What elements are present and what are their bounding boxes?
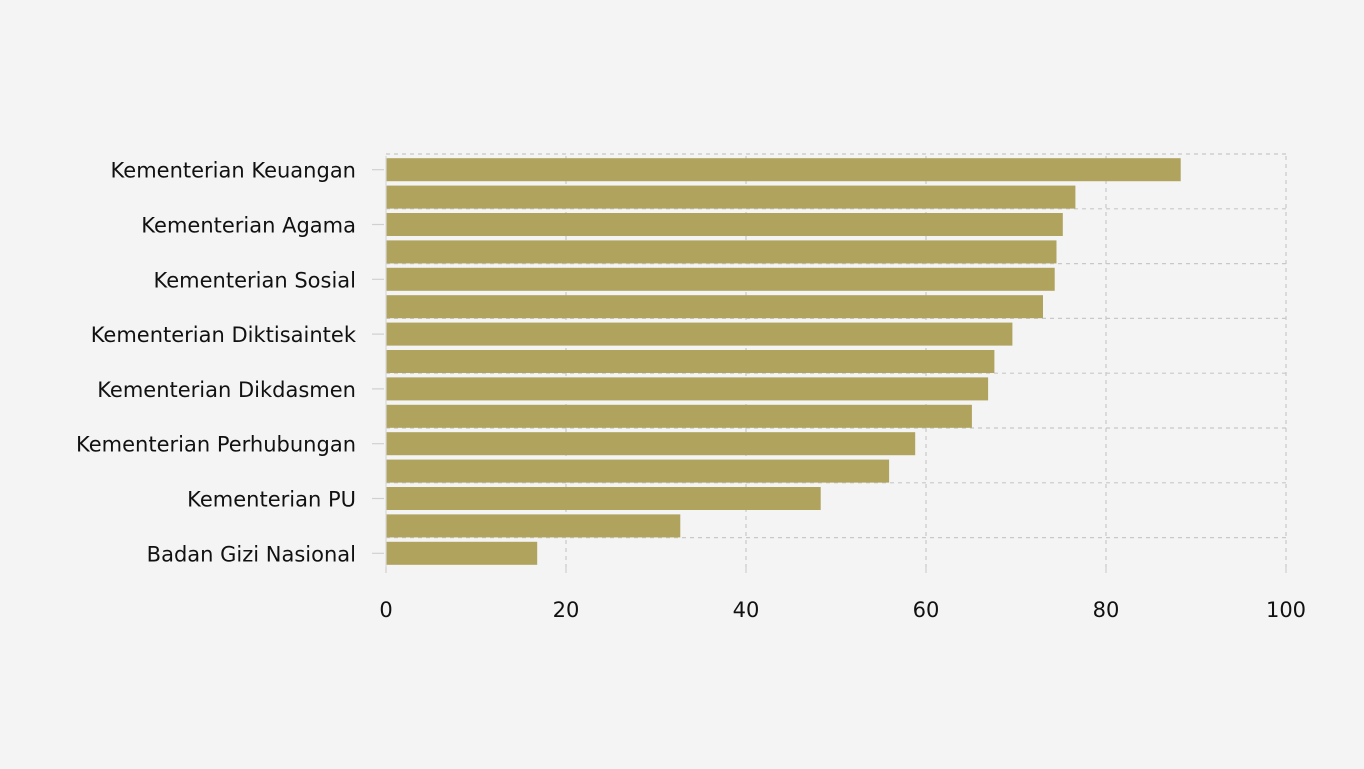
x-tick-label: 80 — [1093, 598, 1120, 622]
bar — [386, 377, 989, 401]
bar — [386, 322, 1013, 346]
axes: 0 20 40 60 80 100 Kementerian Keuangan Kementer… — [76, 156, 1306, 622]
y-tick-label: Kementerian PU — [187, 488, 356, 512]
bar — [386, 240, 1057, 264]
bars — [386, 158, 1181, 565]
bar — [386, 459, 890, 483]
x-tick-label: 20 — [553, 598, 580, 622]
bar — [386, 404, 972, 428]
bar — [386, 158, 1181, 182]
bar — [386, 349, 995, 374]
bar — [386, 486, 821, 511]
x-tick-label: 100 — [1266, 598, 1306, 622]
x-tick-label: 40 — [733, 598, 760, 622]
bar — [386, 185, 1076, 209]
x-tick-label: 60 — [913, 598, 940, 622]
bar — [386, 267, 1055, 291]
bar — [386, 212, 1063, 237]
y-tick-label: Kementerian Diktisaintek — [91, 323, 357, 347]
x-tick-label: 0 — [379, 598, 392, 622]
y-tick-label: Badan Gizi Nasional — [147, 542, 356, 566]
bar — [386, 295, 1043, 319]
bar — [386, 514, 681, 538]
y-tick-label: Kementerian Keuangan — [111, 159, 356, 183]
y-tick-label: Kementerian Perhubungan — [76, 433, 356, 457]
grid-lines — [386, 153, 1287, 567]
y-tick-label: Kementerian Dikdasmen — [97, 378, 356, 402]
bar — [386, 541, 538, 565]
y-tick-label: Kementerian Agama — [141, 214, 356, 238]
bar — [386, 432, 916, 456]
y-tick-label: Kementerian Sosial — [154, 268, 356, 292]
